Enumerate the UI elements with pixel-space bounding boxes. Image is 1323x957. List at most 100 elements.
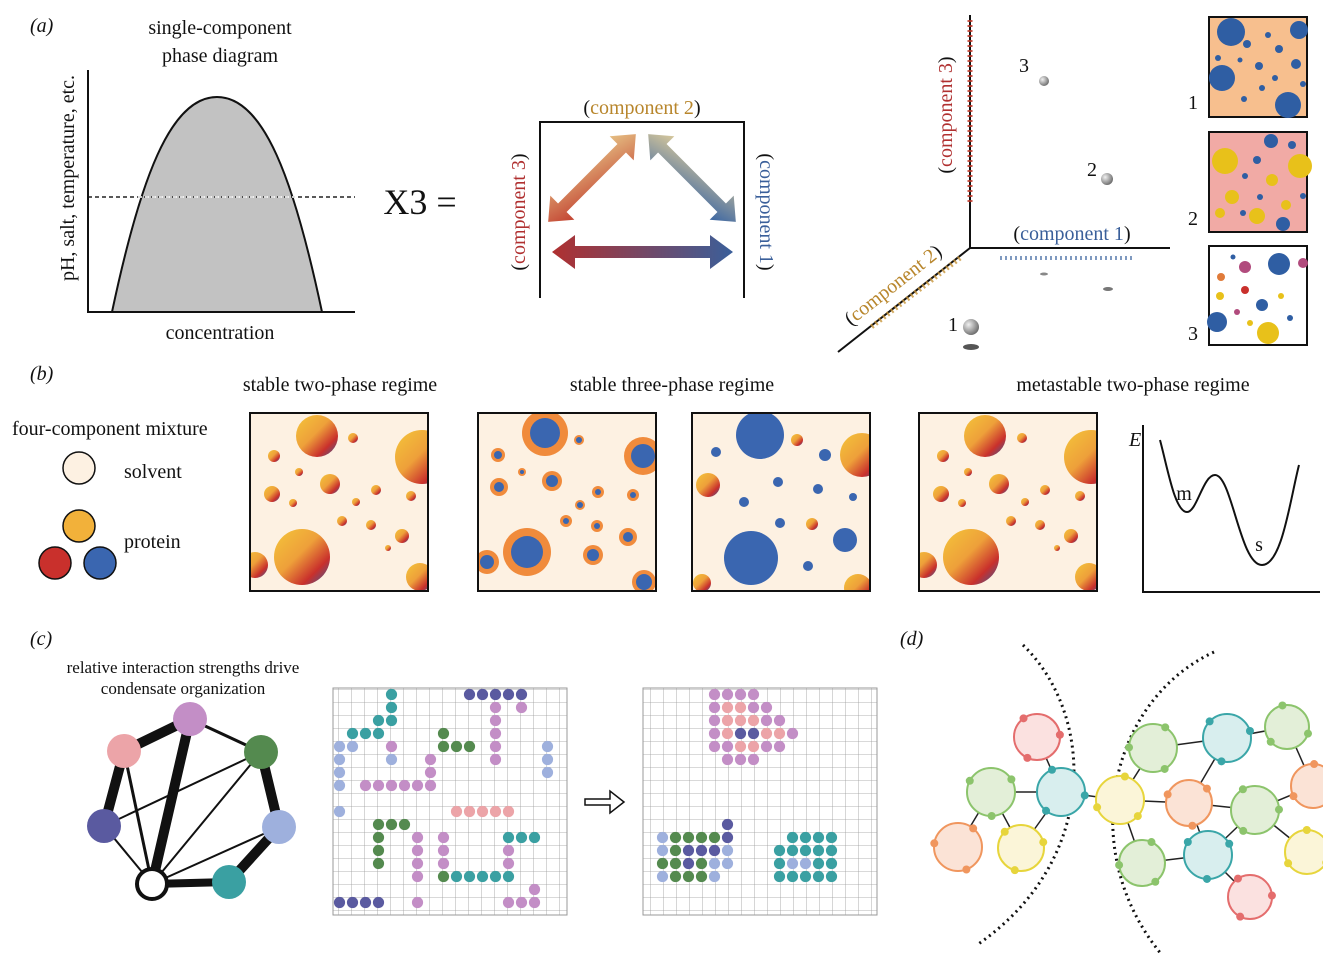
interaction-network: [87, 702, 296, 901]
lattice-molecule: [682, 844, 695, 857]
lattice-molecule: [682, 857, 695, 870]
binding-site: [1202, 784, 1211, 793]
lattice-molecule: [825, 870, 838, 883]
binding-site: [1160, 764, 1169, 773]
lattice-molecule: [424, 766, 437, 779]
lattice-molecule: [333, 753, 346, 766]
regime-title-metastable: metastable two-phase regime: [1016, 374, 1249, 396]
binding-site: [1019, 714, 1028, 723]
lattice-molecule: [333, 766, 346, 779]
binding-site: [1000, 827, 1009, 836]
binding-site: [1047, 765, 1056, 774]
lattice-molecule: [734, 753, 747, 766]
lattice-molecule: [424, 753, 437, 766]
x-axis-label: concentration: [166, 322, 275, 344]
binding-site: [969, 824, 978, 833]
lattice-molecule: [437, 727, 450, 740]
lattice-molecule: [502, 805, 515, 818]
regime-box-two-phase: [249, 412, 429, 592]
lattice-molecule: [682, 831, 695, 844]
binding-site: [1238, 785, 1247, 794]
lattice-molecule: [528, 831, 541, 844]
lattice-molecule: [346, 727, 359, 740]
binding-site: [1010, 866, 1019, 875]
panel-label-b: (b): [30, 363, 54, 385]
lattice-molecule: [398, 779, 411, 792]
lattice-molecule: [385, 753, 398, 766]
lattice-molecule: [372, 896, 385, 909]
lattice-molecule: [476, 805, 489, 818]
lattice-molecule: [825, 844, 838, 857]
panel-label-c: (c): [30, 628, 53, 650]
binding-site: [1289, 792, 1298, 801]
lattice-molecule: [682, 870, 695, 883]
solvent-icon: [62, 451, 96, 485]
lattice-molecule: [528, 896, 541, 909]
protein-node: [1264, 704, 1310, 750]
lattice-molecule: [541, 766, 554, 779]
lattice-molecule: [489, 740, 502, 753]
protein-node: [1230, 785, 1280, 835]
lattice-molecule: [502, 844, 515, 857]
lattice-molecule: [450, 805, 463, 818]
lattice-molecule: [708, 844, 721, 857]
binding-site: [1161, 723, 1170, 732]
binding-site: [1245, 726, 1254, 735]
lattice-molecule: [708, 701, 721, 714]
lattice-molecule: [656, 857, 669, 870]
right-diagonal-double-arrow: [648, 134, 736, 222]
binding-site: [1055, 730, 1064, 739]
lattice-molecule: [385, 688, 398, 701]
lattice-molecule: [695, 831, 708, 844]
lattice-molecule: [656, 844, 669, 857]
lattice-molecule: [695, 844, 708, 857]
energy-axis-label: E: [1128, 429, 1141, 451]
box-1-droplets: [1209, 18, 1308, 118]
binding-site: [1023, 753, 1032, 762]
lattice-molecule: [411, 896, 424, 909]
lattice-molecule: [359, 779, 372, 792]
protein-blue-icon: [83, 546, 117, 580]
protein-node: [1128, 723, 1178, 773]
lattice-molecule: [502, 896, 515, 909]
single-component-phase-diagram: single-component phase diagram pH, salt,…: [57, 17, 355, 344]
lattice-molecule: [760, 701, 773, 714]
left-component-label: (component 3): [508, 153, 530, 270]
lattice-molecule: [372, 714, 385, 727]
lattice-molecule: [437, 857, 450, 870]
lattice-molecule: [398, 818, 411, 831]
energy-landscape: E m s: [1128, 425, 1320, 593]
three-component-triangle: (component 2) (component 3) (component 1…: [508, 97, 777, 298]
lattice-molecule: [812, 831, 825, 844]
lattice-molecule: [708, 688, 721, 701]
binding-site: [1120, 772, 1129, 781]
energy-axes: [1142, 425, 1320, 593]
box-2-droplets: [1212, 134, 1312, 231]
lattice-molecule: [476, 870, 489, 883]
protein-node: [1183, 830, 1233, 880]
lattice-molecule: [760, 740, 773, 753]
lattice-molecule: [450, 870, 463, 883]
lattice-molecule: [734, 727, 747, 740]
protein-label: protein: [124, 531, 181, 553]
binding-site: [1266, 737, 1275, 746]
condensate-interface: [930, 643, 1323, 956]
energy-curve: [1159, 439, 1300, 567]
binding-site: [1080, 791, 1089, 800]
lattice-molecule: [656, 831, 669, 844]
lattice-molecule: [721, 714, 734, 727]
binding-site: [1303, 729, 1312, 738]
lattice-molecule: [476, 688, 489, 701]
binding-site: [1093, 803, 1102, 812]
composition-boxes: 1 2 3: [1188, 16, 1312, 346]
binding-site: [1133, 812, 1142, 821]
phase-diagram-axes: [87, 70, 355, 313]
protein-node: [1095, 775, 1145, 825]
lattice-molecule: [669, 870, 682, 883]
lattice-molecule: [372, 727, 385, 740]
binding-site: [1147, 838, 1156, 847]
axis1-label: (component 1): [1013, 223, 1130, 245]
binding-site: [1039, 838, 1048, 847]
lattice-molecule: [411, 779, 424, 792]
